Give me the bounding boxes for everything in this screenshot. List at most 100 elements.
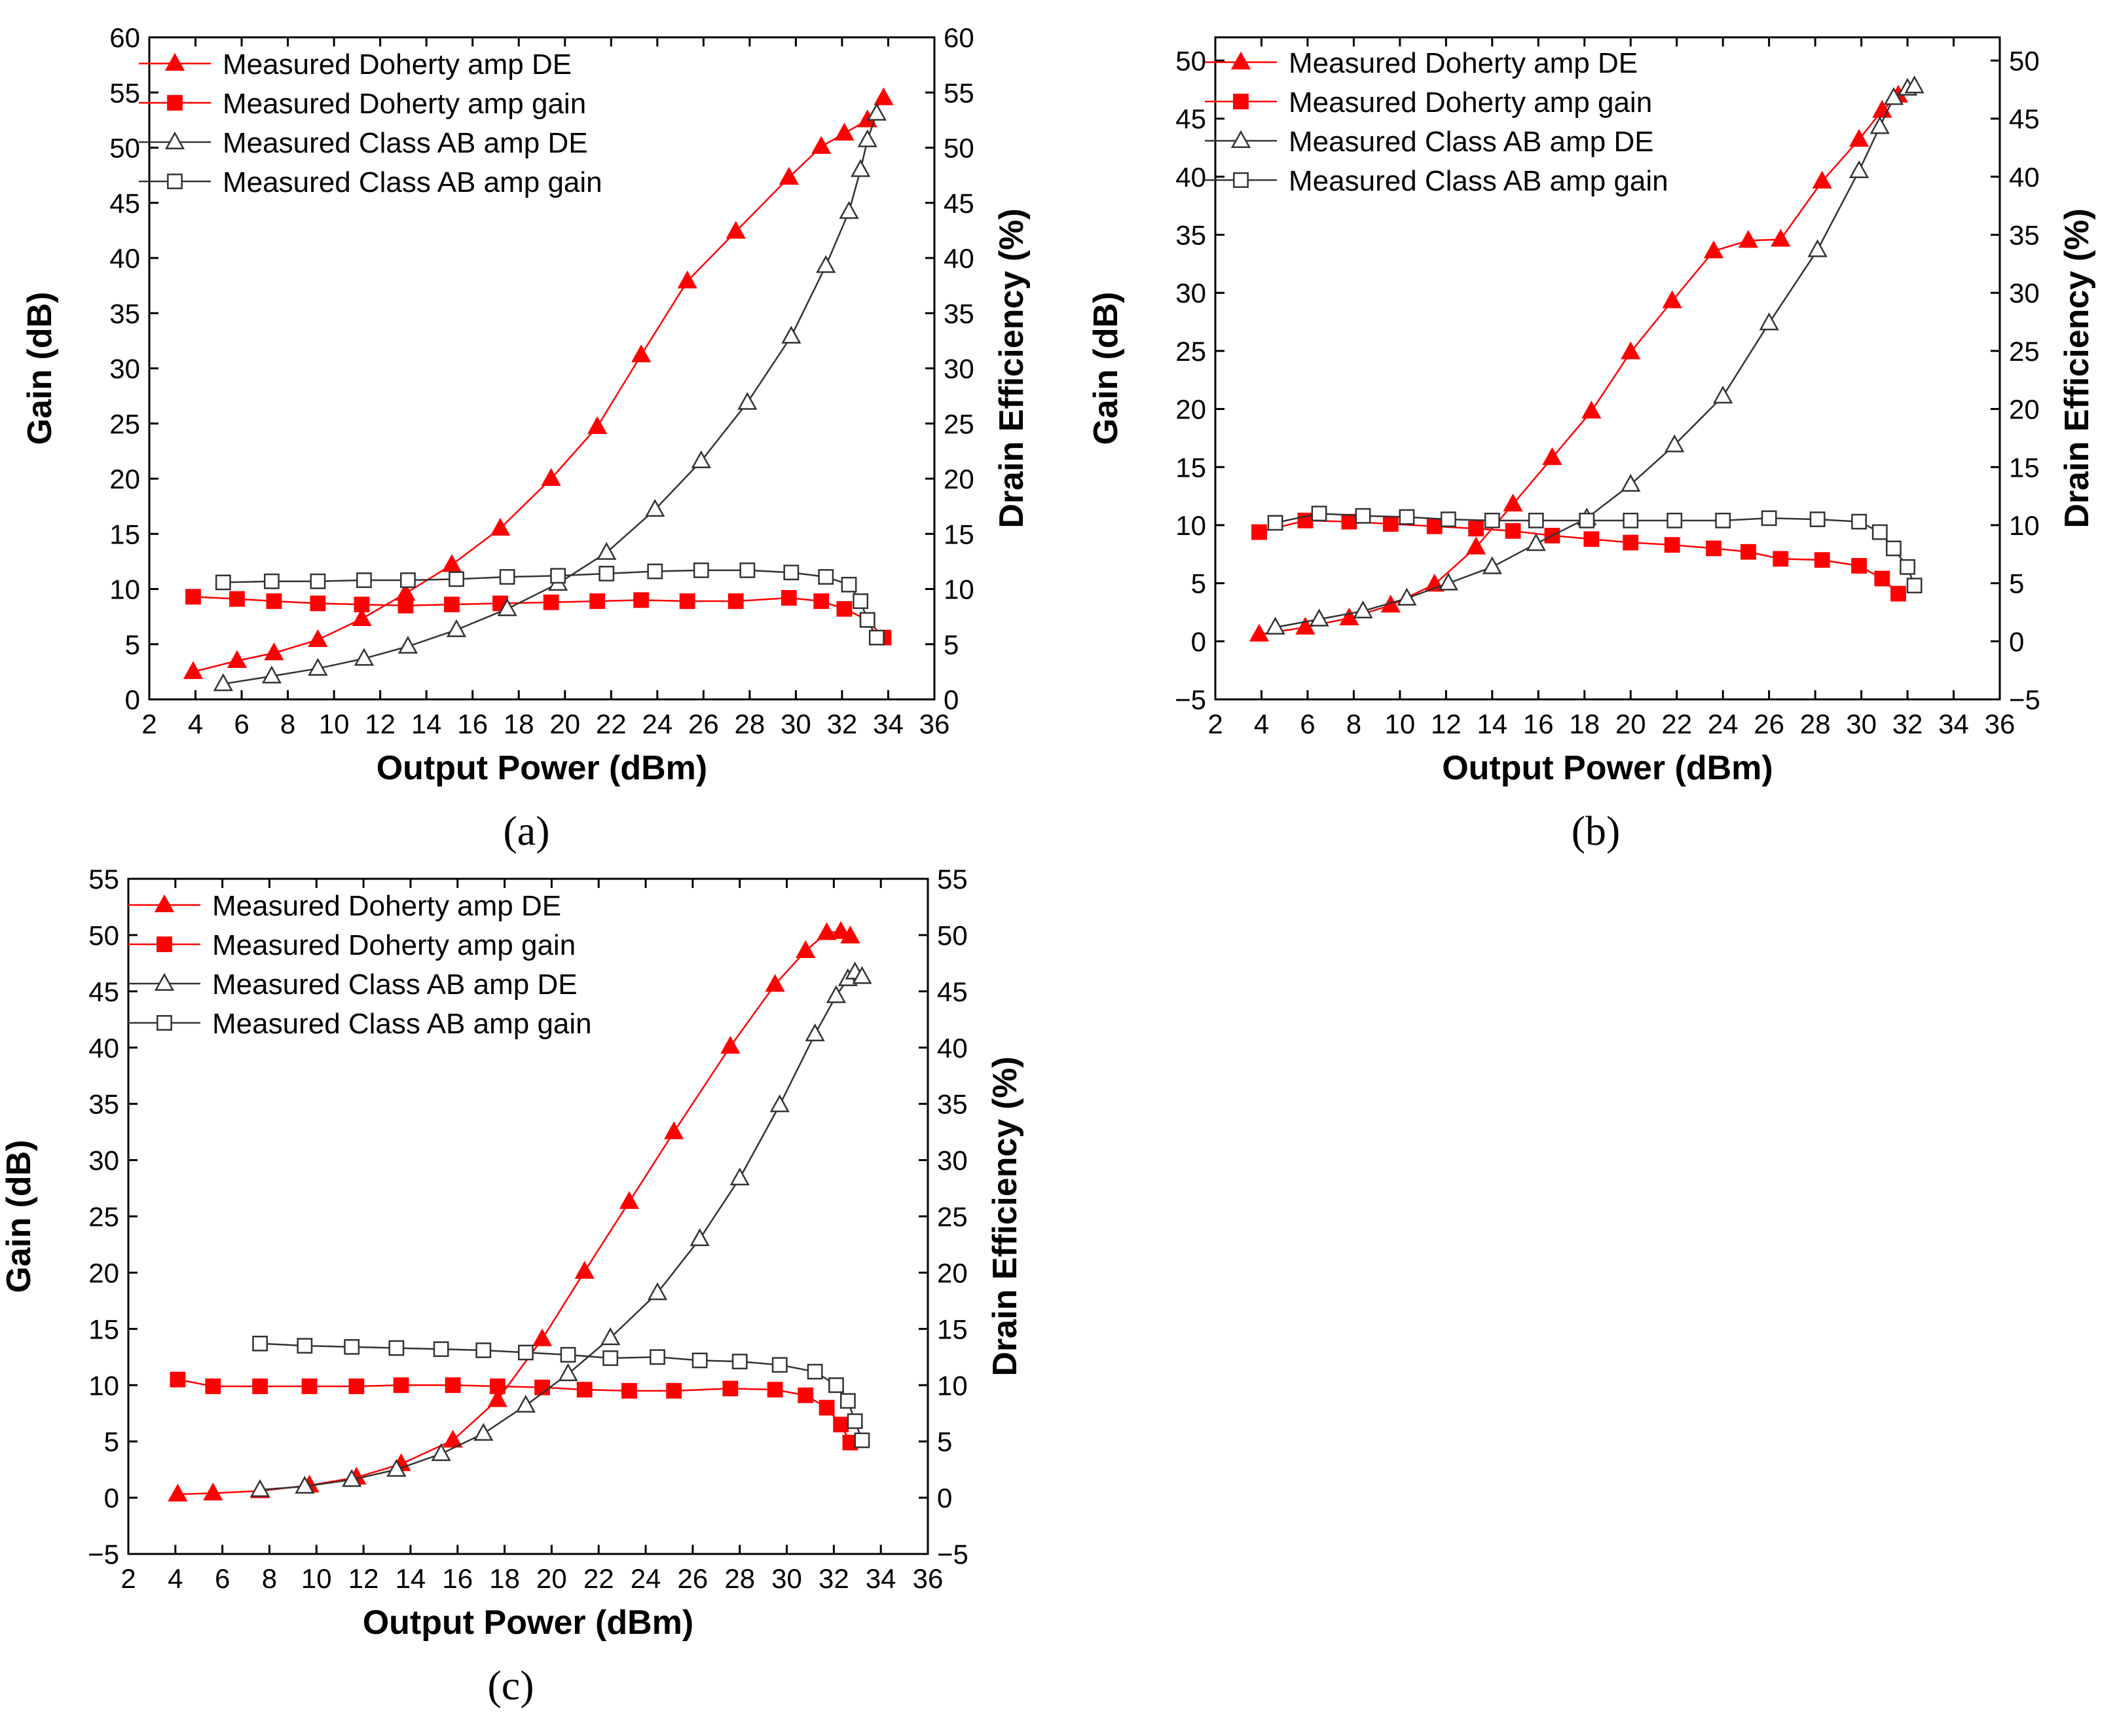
data-point [1484, 512, 1500, 528]
x-tick-label: 16 [442, 1563, 473, 1594]
legend-marker [1230, 130, 1251, 148]
data-point [1849, 160, 1869, 178]
data-point [1874, 570, 1890, 587]
data-point [1526, 533, 1546, 551]
data-point [1871, 524, 1888, 540]
data-point [185, 589, 201, 605]
data-point [1438, 572, 1459, 591]
data-point [597, 542, 617, 560]
data-point [828, 1377, 844, 1394]
legend-label: Measured Class AB amp DE [223, 127, 588, 159]
series-3 [215, 562, 885, 646]
data-point [1851, 558, 1867, 574]
data-point [541, 468, 561, 486]
data-point [443, 1430, 463, 1448]
data-point [449, 571, 464, 587]
data-point [560, 1346, 576, 1363]
data-point [1807, 239, 1828, 257]
data-point [497, 598, 517, 616]
y2-tick-label: 25 [937, 1202, 968, 1232]
data-point [731, 1354, 748, 1370]
y-tick-label: 5 [125, 629, 140, 660]
data-point [664, 1121, 684, 1139]
data-point [532, 1328, 553, 1346]
data-point [817, 922, 837, 940]
legend-label: Measured Class AB amp DE [1289, 126, 1654, 158]
data-point [1906, 578, 1923, 594]
data-point [388, 1340, 405, 1356]
data-point [1466, 536, 1486, 555]
data-point [691, 1352, 708, 1369]
x-tick-label: 28 [724, 1563, 755, 1594]
data-point [839, 201, 859, 219]
legend-marker [154, 894, 175, 912]
y-tick-label: 50 [88, 920, 119, 951]
data-point [261, 665, 282, 684]
legend: Measured Doherty amp DE Measured Doherty … [128, 890, 592, 1040]
data-point [1309, 608, 1329, 627]
data-point [851, 158, 871, 177]
y-tick-label: 5 [104, 1426, 119, 1457]
x-tick-label: 6 [215, 1563, 230, 1594]
data-point [1713, 385, 1733, 404]
x-tick-label: 2 [141, 709, 156, 739]
x-tick-label: 10 [301, 1563, 332, 1594]
x-tick-label: 10 [1385, 709, 1416, 739]
y-tick-label: 55 [109, 77, 140, 108]
data-point [690, 1228, 710, 1246]
y-tick-label: 25 [1175, 336, 1206, 367]
y-tick-label: 15 [88, 1314, 119, 1344]
data-point [813, 593, 830, 609]
y2-tick-label: −5 [2009, 684, 2040, 715]
y-tick-label: 50 [109, 133, 140, 164]
data-point [310, 595, 326, 612]
data-point [818, 569, 834, 585]
data-point [737, 392, 758, 410]
data-point [249, 1479, 270, 1498]
data-point [1740, 544, 1756, 560]
data-point [1482, 556, 1502, 574]
data-point [352, 608, 372, 626]
x-tick-label: 6 [1300, 709, 1315, 739]
data-point [393, 1377, 409, 1394]
data-point [354, 648, 375, 666]
data-point [781, 590, 797, 606]
x-tick-label: 4 [188, 709, 203, 739]
data-point [833, 1416, 849, 1433]
x-tick-label: 32 [819, 1563, 849, 1594]
x-tick-label: 26 [1754, 709, 1784, 739]
y-tick-label: 10 [88, 1370, 119, 1401]
y2-tick-label: 30 [944, 354, 974, 384]
legend-label: Measured Doherty amp gain [212, 929, 576, 961]
data-point [1761, 510, 1777, 526]
legend-marker [164, 52, 185, 71]
x-tick-label: 32 [827, 709, 858, 739]
data-point [866, 103, 887, 121]
y2-tick-label: 0 [944, 684, 959, 715]
x-tick-label: 10 [319, 709, 350, 739]
legend-marker [167, 95, 183, 111]
data-point [490, 517, 511, 536]
data-point [587, 416, 608, 434]
data-point [543, 594, 559, 610]
data-point [1399, 509, 1415, 525]
data-point [1528, 512, 1544, 528]
data-point [836, 600, 853, 617]
data-point [356, 572, 372, 588]
data-point [1382, 516, 1399, 532]
data-point [739, 562, 756, 578]
x-tick-label: 8 [1346, 709, 1361, 739]
y-tick-label: 40 [109, 243, 140, 274]
data-point [1904, 75, 1924, 94]
x-tick-label: 30 [1846, 709, 1877, 739]
y2-tick-label: 40 [937, 1033, 968, 1063]
data-point [831, 921, 851, 939]
data-point [227, 650, 248, 669]
x-tick-label: 30 [781, 709, 811, 739]
y-tick-label: 35 [109, 298, 140, 329]
y-tick-label: 10 [1175, 510, 1206, 541]
x-tick-label: 20 [536, 1563, 567, 1594]
series-1 [170, 1371, 858, 1450]
data-point [1267, 515, 1283, 531]
